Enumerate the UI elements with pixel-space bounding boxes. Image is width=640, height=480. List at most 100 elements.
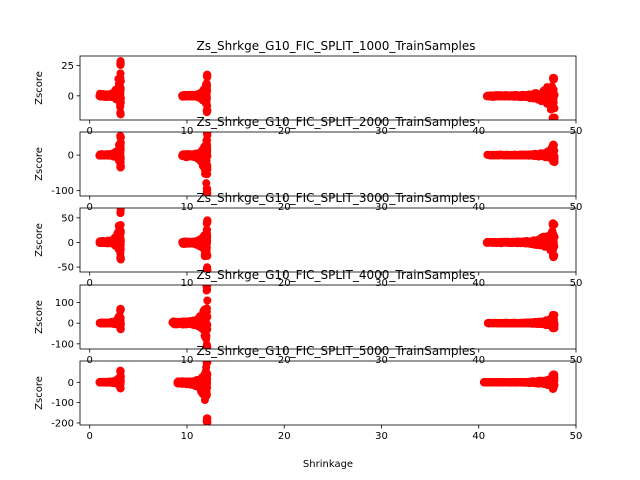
data-point [532, 94, 541, 103]
data-point [546, 245, 555, 254]
data-point [201, 311, 210, 320]
data-point [200, 157, 209, 166]
data-point [186, 238, 195, 247]
y-tick-label: -100 [51, 186, 74, 197]
subplot-title: Zs_Shrkge_G10_FIC_SPLIT_1000_TrainSample… [197, 39, 476, 53]
data-point [544, 88, 553, 97]
data-point [188, 317, 197, 326]
x-tick-label: 10 [181, 126, 194, 137]
data-point [203, 263, 212, 272]
data-point [115, 226, 124, 235]
subplot-title: Zs_Shrkge_G10_FIC_SPLIT_2000_TrainSample… [197, 115, 476, 129]
y-tick-label: 25 [61, 61, 74, 72]
x-tick-label: 30 [375, 278, 388, 289]
y-tick-label: 0 [68, 238, 74, 249]
data-point [549, 220, 558, 229]
subplot-4: 0 10 20 30 40 50-1000100ZscoreZs_Shrkge_G10_F… [34, 268, 582, 366]
data-point [537, 150, 546, 159]
data-point [116, 58, 125, 66]
data-points [95, 57, 559, 120]
data-point [116, 77, 125, 86]
data-point [116, 208, 125, 215]
data-point [202, 140, 211, 149]
data-point [180, 151, 189, 160]
data-point [542, 238, 551, 247]
x-tick-label: 50 [570, 202, 583, 213]
x-tick-label: 40 [472, 278, 485, 289]
data-point [515, 238, 524, 247]
data-point [548, 104, 557, 113]
subplot-3: 0 10 20 30 40 50 -50 0 50 Zscore Zs_Shrkge_G10_FIC… [34, 191, 582, 289]
data-point [202, 285, 211, 290]
data-point [497, 151, 506, 160]
x-tick-label: 50 [570, 278, 583, 289]
data-point [200, 91, 209, 100]
x-tick-label: 40 [472, 126, 485, 137]
data-point [116, 245, 125, 254]
data-point [518, 150, 527, 159]
y-tick-label: 50 [61, 213, 74, 224]
data-point [104, 318, 113, 327]
data-point [189, 92, 198, 101]
y-tick-label: 0 [68, 91, 74, 102]
x-tick-label: 10 [181, 278, 194, 289]
x-tick-label: 20 [278, 202, 291, 213]
data-point [545, 151, 554, 160]
x-tick-label: 40 [472, 202, 485, 213]
data-point [116, 110, 125, 119]
data-point [501, 237, 510, 246]
x-tick-label: 0 [87, 202, 93, 213]
data-point [116, 163, 125, 172]
data-point [202, 108, 211, 117]
data-point [202, 331, 211, 340]
data-point [524, 92, 533, 101]
x-tick-label: 20 [278, 278, 291, 289]
data-point [102, 151, 111, 160]
data-point [202, 146, 211, 155]
data-point [200, 250, 209, 259]
data-point [107, 89, 116, 98]
y-tick-label: -50 [58, 263, 74, 274]
data-point [116, 305, 125, 314]
data-point [549, 74, 558, 83]
data-point [202, 186, 211, 195]
x-tick-label: 50 [570, 126, 583, 137]
data-point [112, 320, 121, 329]
x-tick-label: 20 [278, 126, 291, 137]
data-points [95, 285, 559, 349]
data-point [203, 296, 212, 305]
data-point [116, 148, 125, 157]
axes-frame [79, 131, 577, 197]
data-point [549, 238, 558, 247]
data-point [96, 91, 105, 100]
data-point [201, 234, 210, 243]
x-tick-label: 0 [87, 126, 93, 137]
x-tick-label: 0 [87, 278, 93, 289]
data-point [195, 319, 204, 328]
data-point [482, 238, 491, 247]
data-point [202, 340, 211, 349]
y-tick-label: 0 [68, 151, 74, 162]
data-point [178, 91, 187, 100]
y-axis-label: Zscore [34, 147, 45, 181]
data-point [203, 225, 212, 234]
data-point [116, 132, 125, 141]
data-point [530, 239, 539, 248]
data-point [203, 70, 212, 79]
data-point [493, 91, 502, 100]
x-tick-label: 30 [375, 202, 388, 213]
data-point [517, 91, 526, 100]
data-point [203, 218, 212, 227]
subplot-title: Zs_Shrkge_G10_FIC_SPLIT_3000_TrainSample… [197, 191, 476, 205]
data-point [100, 238, 109, 247]
x-tick-label: 30 [375, 126, 388, 137]
data-point [116, 83, 125, 92]
data-point [116, 254, 125, 263]
data-point [548, 251, 557, 260]
data-point [493, 238, 502, 247]
data-point [190, 151, 199, 160]
data-point [506, 151, 515, 160]
data-point [548, 113, 557, 120]
y-axis-label: Zscore [34, 223, 45, 257]
